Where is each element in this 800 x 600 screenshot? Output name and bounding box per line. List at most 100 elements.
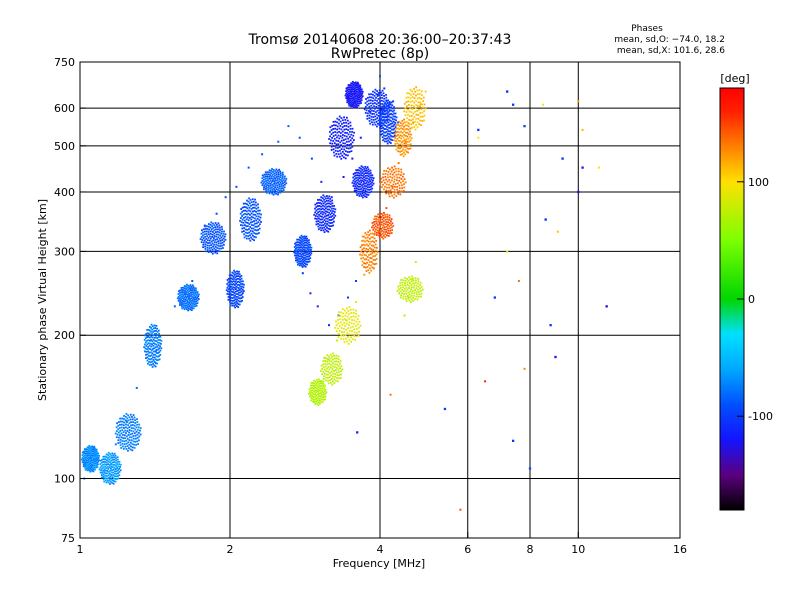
x-mode-point <box>400 294 402 297</box>
x-mode-point <box>402 297 405 300</box>
x-mode-point <box>322 370 325 373</box>
o-mode-point <box>349 127 352 130</box>
sparse-echo-point <box>577 190 580 194</box>
x-mode-point <box>398 136 401 139</box>
o-mode-point <box>359 86 362 89</box>
o-mode-point <box>129 418 132 421</box>
x-mode-point <box>388 216 391 219</box>
o-mode-point <box>257 209 259 212</box>
o-mode-point <box>124 415 127 418</box>
x-mode-point <box>397 150 400 153</box>
o-mode-point <box>322 194 325 197</box>
o-mode-point <box>240 290 243 293</box>
o-mode-point <box>309 253 312 256</box>
o-mode-point <box>385 103 388 106</box>
o-mode-point <box>231 304 234 307</box>
o-mode-point <box>336 131 339 134</box>
o-mode-point <box>152 338 155 341</box>
o-mode-point <box>306 248 309 250</box>
x-mode-point <box>334 375 337 378</box>
o-mode-point <box>237 289 240 292</box>
o-mode-point <box>280 189 283 192</box>
o-mode-point <box>125 448 128 450</box>
o-mode-point <box>153 356 156 359</box>
x-mode-point <box>357 326 360 329</box>
o-mode-point <box>180 295 183 298</box>
o-mode-point <box>353 106 355 109</box>
o-mode-point <box>238 291 240 294</box>
x-mode-point <box>375 262 378 265</box>
o-mode-point <box>229 283 232 286</box>
o-mode-point <box>99 471 102 474</box>
o-mode-point <box>359 97 362 100</box>
x-mode-point <box>400 184 403 187</box>
x-mode-point <box>315 397 317 400</box>
x-mode-point <box>395 131 398 134</box>
o-mode-point <box>240 277 243 280</box>
o-mode-point <box>132 437 135 440</box>
o-mode-point <box>356 169 359 171</box>
x-mode-point <box>401 144 404 147</box>
o-mode-point <box>117 477 120 480</box>
o-mode-point <box>157 344 160 347</box>
x-mode-point <box>337 377 340 380</box>
o-mode-point <box>240 293 243 296</box>
o-mode-point <box>345 140 348 143</box>
x-mode-point <box>397 170 400 173</box>
o-mode-point <box>210 246 213 249</box>
x-mode-point <box>347 327 350 330</box>
o-mode-point <box>128 431 130 434</box>
o-mode-point <box>301 247 304 249</box>
o-mode-point <box>356 84 359 87</box>
o-mode-point <box>306 258 309 261</box>
o-mode-point <box>153 336 156 339</box>
o-mode-point <box>102 455 105 458</box>
x-mode-point <box>413 294 416 297</box>
o-mode-point <box>303 239 306 242</box>
o-mode-point <box>233 274 236 276</box>
x-mode-point <box>364 250 366 252</box>
x-mode-point <box>399 286 402 289</box>
o-mode-point <box>385 107 387 110</box>
x-mode-point <box>371 250 374 253</box>
o-mode-point <box>91 448 94 451</box>
o-mode-point <box>226 286 229 289</box>
o-mode-point <box>89 459 92 462</box>
x-mode-point <box>368 243 371 246</box>
x-mode-point <box>328 355 330 358</box>
o-mode-point <box>355 103 357 106</box>
x-mode-point <box>368 250 371 253</box>
o-mode-point <box>232 302 235 305</box>
x-mode-point <box>407 96 410 99</box>
o-mode-point <box>366 107 369 110</box>
o-mode-point <box>383 134 385 137</box>
o-mode-point <box>342 139 345 141</box>
o-mode-point <box>386 116 389 119</box>
x-mode-point <box>409 290 412 293</box>
o-mode-point <box>235 295 238 298</box>
o-mode-point <box>102 458 105 461</box>
x-mode-point <box>418 93 421 95</box>
o-mode-point <box>102 476 105 478</box>
x-mode-point <box>341 323 344 326</box>
o-mode-point <box>329 203 332 206</box>
o-mode-point <box>250 218 253 221</box>
o-mode-point <box>297 238 300 241</box>
o-mode-point <box>153 330 156 332</box>
x-mode-point <box>420 97 423 100</box>
x-mode-point <box>393 178 396 181</box>
o-mode-point <box>265 173 268 176</box>
o-mode-point <box>309 257 312 260</box>
o-mode-point <box>270 181 273 184</box>
o-mode-point <box>377 107 379 110</box>
o-mode-point <box>298 264 301 267</box>
o-mode-point <box>276 170 279 172</box>
x-mode-point <box>322 363 325 366</box>
x-mode-point <box>413 292 416 295</box>
o-mode-point <box>351 130 353 133</box>
o-mode-point <box>308 255 311 258</box>
o-mode-point <box>390 101 393 104</box>
o-mode-point <box>355 183 357 186</box>
o-mode-point <box>342 121 345 124</box>
